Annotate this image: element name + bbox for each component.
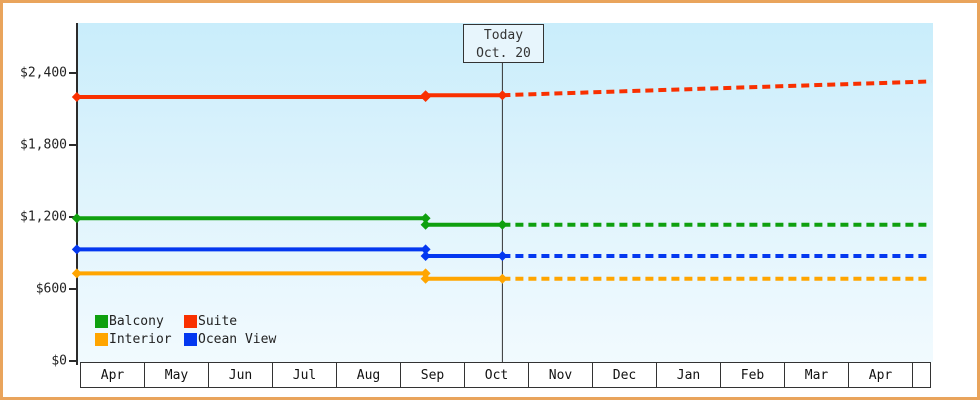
month-cell: Oct [465, 363, 529, 387]
legend-swatch-icon [184, 315, 197, 328]
month-cell: Apr [849, 363, 913, 387]
legend-item-balcony: Balcony [95, 314, 184, 329]
legend-item-ocean-view: Ocean View [184, 332, 276, 347]
y-axis-tick-label: $600 [35, 281, 67, 297]
y-axis-tick-label: $1,800 [20, 137, 67, 153]
today-marker-box: Today Oct. 20 [463, 24, 544, 63]
month-cell: Jul [273, 363, 337, 387]
legend-item-interior: Interior [95, 332, 184, 347]
month-cell: Mar [785, 363, 849, 387]
legend-label: Ocean View [198, 332, 277, 347]
today-label: Today [483, 28, 524, 43]
month-cell: Sep [401, 363, 465, 387]
month-cell: Feb [721, 363, 785, 387]
legend-swatch-icon [95, 315, 108, 328]
legend-swatch-icon [184, 333, 197, 346]
legend-item-suite: Suite [184, 314, 276, 329]
y-axis-tick-label: $1,200 [20, 209, 67, 225]
month-cell: May [145, 363, 209, 387]
month-cell: Nov [529, 363, 593, 387]
legend-label: Suite [198, 314, 238, 329]
legend: Balcony Suite Interior Ocean View [95, 314, 276, 347]
month-cell: Aug [337, 363, 401, 387]
legend-label: Balcony [109, 314, 164, 329]
legend-label: Interior [109, 332, 172, 347]
today-date: Oct. 20 [476, 46, 531, 61]
month-cell-partial [913, 363, 930, 387]
month-cell: Dec [593, 363, 657, 387]
y-axis-tick-label: $0 [51, 353, 67, 369]
month-cell: Jun [209, 363, 273, 387]
month-cell: Apr [81, 363, 145, 387]
y-axis-tick-label: $2,400 [20, 65, 67, 81]
legend-swatch-icon [95, 333, 108, 346]
month-cell: Jan [657, 363, 721, 387]
plot-area [78, 23, 933, 362]
x-axis-month-band: Apr May Jun Jul Aug Sep Oct Nov Dec Jan Feb Mar Apr [80, 362, 931, 388]
